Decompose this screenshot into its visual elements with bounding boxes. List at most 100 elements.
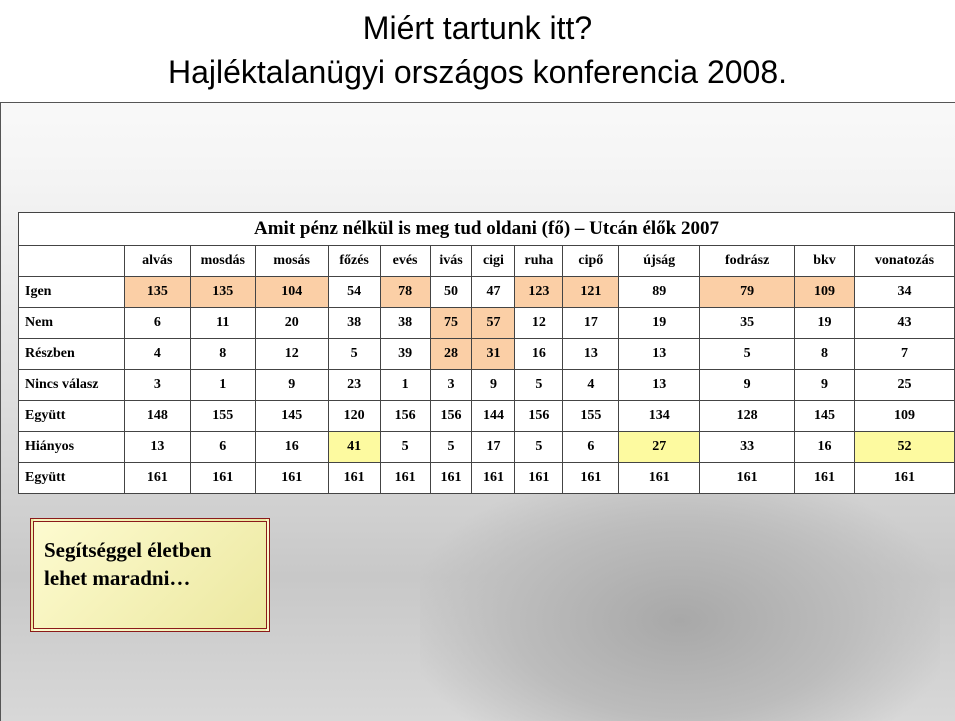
cell: 52 [853,431,955,463]
cell: 3 [123,369,191,401]
cell: 161 [514,462,564,494]
cell: 41 [327,431,381,463]
cell: 5 [429,431,473,463]
cell: 13 [618,338,701,370]
caption-row: Amit pénz nélkül is meg tud oldani (fő) … [18,212,955,246]
callout: Segítséggel életben lehet maradni… [30,518,270,632]
cell: 7 [853,338,955,370]
cell: 16 [794,431,855,463]
table-row: Hiányos 13 6 16 41 5 5 17 5 6 27 33 16 52 [18,431,955,463]
title-line: Hajléktalanügyi országos konferencia 200… [167,54,788,90]
cell: 47 [471,276,516,308]
cell: 4 [562,369,620,401]
title: Miért tartunk itt? Hajléktalanügyi orszá… [0,0,955,103]
cell: 161 [562,462,620,494]
cell: 156 [429,400,473,432]
cell: 75 [429,307,473,339]
cell: 5 [514,369,564,401]
row-label: Nem [18,307,125,339]
cell: 43 [853,307,955,339]
table-row: Nincs válasz 3 1 9 23 1 3 9 5 4 13 9 9 25 [18,369,955,401]
cell: 31 [471,338,516,370]
cell: 145 [794,400,855,432]
cell: 135 [189,276,256,308]
cell: 109 [794,276,855,308]
cell: 135 [123,276,191,308]
cell: 20 [254,307,329,339]
column-header: újság [618,245,701,277]
column-header: evés [379,245,431,277]
data-table: Amit pénz nélkül is meg tud oldani (fő) … [18,212,955,494]
cell: 6 [562,431,620,463]
cell: 12 [514,307,564,339]
cell: 8 [189,338,256,370]
cell: 35 [699,307,796,339]
cell: 16 [254,431,329,463]
row-label: Együtt [18,400,125,432]
cell: 156 [379,400,431,432]
cell: 9 [699,369,796,401]
column-header: ruha [514,245,564,277]
cell: 121 [562,276,620,308]
cell: 6 [189,431,256,463]
column-header: főzés [327,245,381,277]
table-row: Együtt 161 161 161 161 161 161 161 161 161 161 161 1… [18,462,955,494]
cell: 17 [562,307,620,339]
row-label: Nincs válasz [18,369,125,401]
cell: 161 [794,462,855,494]
cell: 9 [794,369,855,401]
cell: 13 [123,431,191,463]
cell: 9 [254,369,329,401]
cell: 11 [189,307,256,339]
cell: 161 [123,462,191,494]
cell: 161 [429,462,473,494]
table-row: Nem 6 11 20 38 38 75 57 12 17 19 35 19 43 [18,307,955,339]
cell: 5 [514,431,564,463]
cell: 161 [327,462,381,494]
cell: 161 [254,462,329,494]
cell: 28 [429,338,473,370]
cell: 38 [379,307,431,339]
table-row: Igen 135 135 104 54 78 50 47 123 121 89 79 109 34 [18,276,955,308]
row-label: Igen [18,276,125,308]
cell: 120 [327,400,381,432]
column-header: bkv [794,245,855,277]
cell: 161 [471,462,516,494]
cell: 5 [379,431,431,463]
cell: 38 [327,307,381,339]
column-header: cipő [562,245,620,277]
table-caption: Amit pénz nélkül is meg tud oldani (fő) … [18,212,955,246]
column-header: alvás [123,245,191,277]
header-row: alvás mosdás mosás főzés evés ivás cigi ruha cip… [18,245,955,277]
cell: 3 [429,369,473,401]
cell: 161 [189,462,256,494]
cell: 89 [618,276,701,308]
cell: 1 [379,369,431,401]
cell: 161 [379,462,431,494]
cell: 12 [254,338,329,370]
row-label: Hiányos [18,431,125,463]
cell: 19 [618,307,701,339]
table-row: Együtt 148 155 145 120 156 156 144 156 155 134 128 1… [18,400,955,432]
cell: 39 [379,338,431,370]
table-row: Részben 4 8 12 5 39 28 31 16 13 13 5 8 7 [18,338,955,370]
column-header: ivás [429,245,473,277]
cell: 57 [471,307,516,339]
cell: 155 [562,400,620,432]
cell: 13 [562,338,620,370]
column-header: cigi [471,245,516,277]
border-line [0,0,1,721]
cell: 161 [699,462,796,494]
cell: 6 [123,307,191,339]
cell: 19 [794,307,855,339]
cell: 16 [514,338,564,370]
cell: 109 [853,400,955,432]
cell: 34 [853,276,955,308]
row-label: Részben [18,338,125,370]
cell: 134 [618,400,701,432]
cell: 50 [429,276,473,308]
cell: 25 [853,369,955,401]
cell: 13 [618,369,701,401]
cell: 17 [471,431,516,463]
